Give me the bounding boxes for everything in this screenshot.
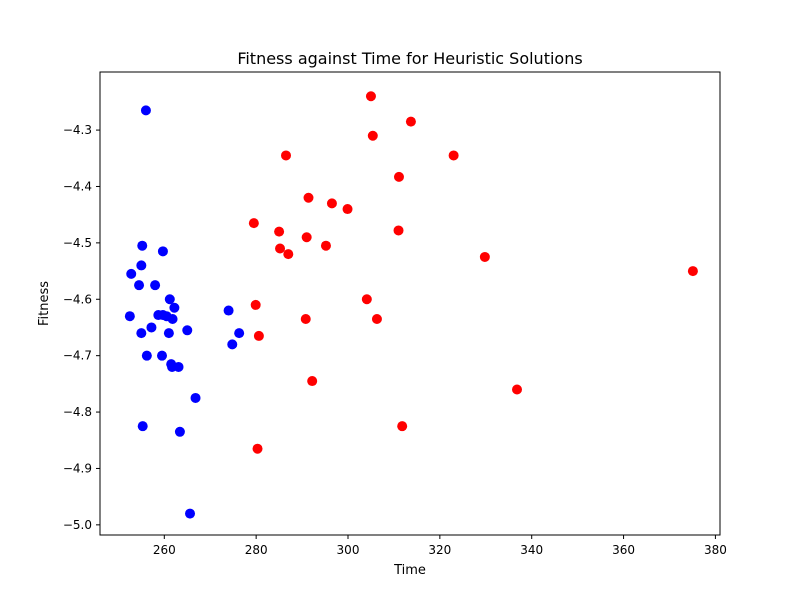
data-point-s0-8 [124, 311, 135, 322]
data-point-s1-4 [448, 150, 459, 161]
data-point-s0-26 [185, 508, 196, 519]
data-point-s0-28 [234, 328, 245, 339]
data-point-s1-24 [512, 384, 523, 395]
data-point-s1-13 [275, 243, 286, 254]
data-point-s0-4 [136, 260, 147, 271]
data-point-s1-9 [248, 218, 259, 229]
x-axis-ticks: 260 280 300 320 340 360 380 [153, 535, 727, 557]
x-tick-label: 260 [153, 543, 176, 557]
data-point-s1-25 [397, 421, 408, 432]
data-point-s0-29 [227, 339, 238, 350]
data-point-s0-12 [167, 314, 178, 325]
plot-frame [99, 71, 721, 536]
y-axis-label: Fitness [37, 281, 52, 326]
data-point-s0-23 [190, 392, 201, 403]
data-point-s1-8 [342, 204, 353, 215]
data-point-s0-5 [134, 280, 145, 291]
data-point-s1-3 [281, 150, 291, 161]
x-tick-label: 380 [704, 543, 727, 557]
data-point-s0-19 [157, 350, 167, 361]
data-point-s1-21 [371, 314, 382, 325]
data-point-s1-26 [252, 443, 263, 454]
chart-title: Fitness against Time for Heuristic Solut… [237, 49, 582, 68]
data-point-s0-25 [174, 426, 185, 437]
x-tick-label: 320 [428, 543, 451, 557]
y-tick-label: −4.7 [63, 349, 92, 363]
data-point-s1-18 [361, 294, 372, 305]
data-point-s1-11 [393, 225, 404, 236]
data-point-s1-19 [250, 299, 261, 310]
data-point-s1-5 [393, 171, 404, 182]
data-point-s0-18 [141, 350, 152, 361]
data-point-s0-16 [163, 328, 174, 339]
data-point-s1-2 [367, 130, 378, 141]
data-point-s0-1 [137, 240, 148, 251]
y-tick-label: −4.6 [63, 292, 92, 306]
data-point-s0-14 [146, 322, 157, 333]
data-point-s1-12 [301, 232, 312, 243]
data-point-s0-6 [150, 280, 161, 291]
data-point-s0-15 [136, 328, 147, 339]
data-point-s0-17 [182, 325, 193, 336]
data-point-s0-13 [169, 302, 180, 313]
y-tick-label: −5.0 [63, 518, 92, 532]
y-tick-label: −4.9 [63, 461, 92, 475]
data-point-s0-27 [223, 305, 234, 316]
data-point-s1-7 [326, 198, 337, 209]
data-points [124, 91, 698, 519]
data-point-s0-24 [137, 421, 148, 432]
x-tick-label: 340 [520, 543, 543, 557]
data-point-s0-2 [157, 246, 168, 257]
data-point-s1-17 [687, 266, 698, 277]
y-axis-ticks: −5.0 −4.9 −4.8 −4.7 −4.6 −4.5 −4.4 −4.3 [63, 123, 100, 532]
data-point-s0-22 [173, 361, 184, 372]
data-point-s1-23 [307, 376, 318, 387]
data-point-s0-7 [164, 294, 175, 305]
y-tick-label: −4.3 [63, 123, 92, 137]
y-tick-label: −4.5 [63, 236, 92, 250]
data-point-s1-15 [320, 240, 331, 251]
x-tick-label: 280 [245, 543, 268, 557]
data-point-s1-16 [479, 251, 490, 262]
x-tick-label: 360 [612, 543, 635, 557]
data-point-s1-1 [405, 116, 416, 127]
data-point-s1-20 [300, 314, 311, 325]
data-point-s1-6 [303, 192, 314, 203]
y-tick-label: −4.8 [63, 405, 92, 419]
data-point-s1-14 [283, 249, 294, 260]
x-axis-label: Time [393, 563, 426, 578]
data-point-s0-3 [126, 268, 137, 279]
data-point-s1-0 [365, 91, 376, 102]
y-tick-label: −4.4 [63, 179, 92, 193]
x-tick-label: 300 [337, 543, 360, 557]
data-point-s0-0 [140, 105, 151, 116]
data-point-s1-22 [253, 330, 264, 341]
data-point-s1-10 [274, 226, 285, 237]
